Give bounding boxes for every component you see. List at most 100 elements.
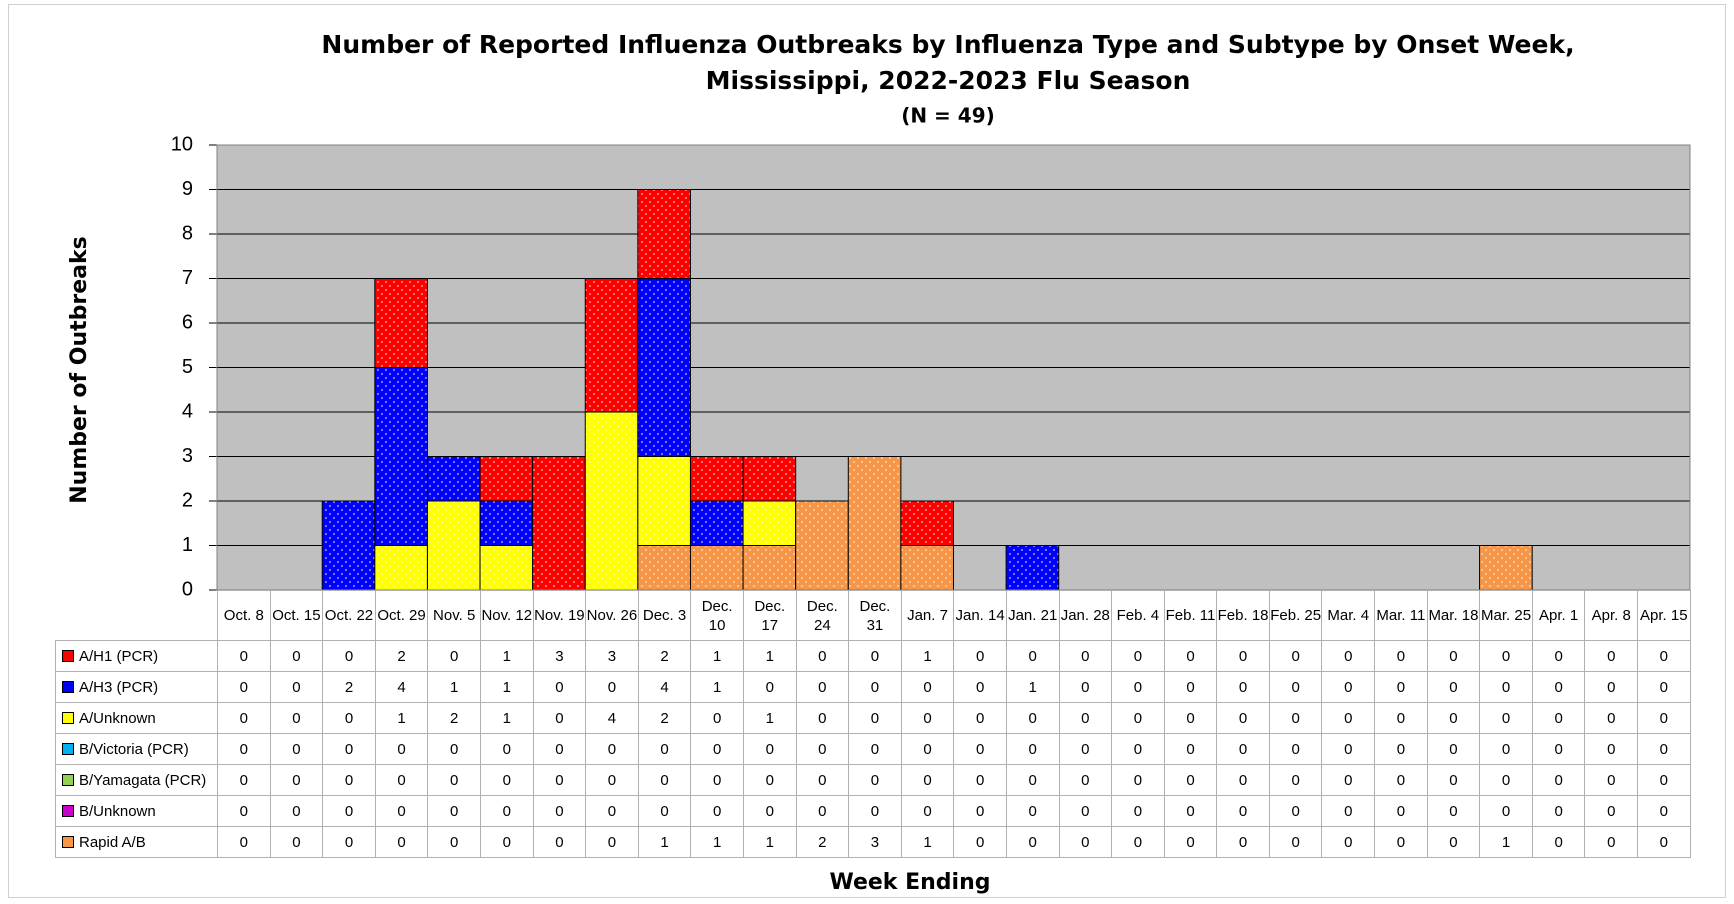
series-row: B/Victoria (PCR) 0 0 0 0 0 0 0 0 0 0 0 0 0 0 0 0 0 0 0 0 0 0 0 0… xyxy=(55,733,1691,765)
corner xyxy=(56,591,218,641)
table-value: 1 xyxy=(690,671,744,703)
table-value: 0 xyxy=(1268,702,1323,734)
table-value: 0 xyxy=(1584,733,1639,765)
table-value: 0 xyxy=(269,795,324,827)
x-tick-label: Dec. 10 xyxy=(690,590,744,641)
table-value: 1 xyxy=(900,826,955,858)
table-value: 0 xyxy=(1531,733,1586,765)
bar-segment xyxy=(795,500,849,591)
table-value: 0 xyxy=(1058,795,1113,827)
table-value: 4 xyxy=(374,671,429,703)
table-value: 0 xyxy=(427,795,481,827)
table-value: 0 xyxy=(1584,795,1639,827)
y-tick-label: 6 xyxy=(182,311,193,333)
table-value: 0 xyxy=(1637,640,1691,672)
x-tick-label: Oct. 29 xyxy=(374,590,429,641)
table-value: 0 xyxy=(1374,826,1428,858)
table-value: 0 xyxy=(900,702,955,734)
table-value: 0 xyxy=(848,671,902,703)
x-tick-label: Dec. 24 xyxy=(795,590,850,641)
series-row: B/Unknown 0 0 0 0 0 0 0 0 0 0 0 0 0 0 0 0 0 0 0 0 0 0 0 0 0 0 0 0 xyxy=(55,795,1691,827)
table-value: 0 xyxy=(1637,671,1691,703)
legend-label: B/Unknown xyxy=(79,802,156,820)
table-value: 1 xyxy=(427,671,481,703)
table-value: 0 xyxy=(1216,795,1270,827)
table-value: 3 xyxy=(532,640,587,672)
chart-title: Number of Reported Influenza Outbreaks b… xyxy=(321,30,1574,59)
y-tick-label: 4 xyxy=(182,400,193,422)
table-value: 0 xyxy=(374,733,429,765)
table-value: 0 xyxy=(1163,733,1218,765)
table-value: 0 xyxy=(953,764,1007,796)
table-value: 2 xyxy=(795,826,850,858)
bar-segment xyxy=(374,278,428,368)
x-tick-label: Dec. 3 xyxy=(637,590,692,641)
table-value: 0 xyxy=(532,826,587,858)
table-value: 0 xyxy=(1426,795,1481,827)
table-value: 0 xyxy=(1321,702,1376,734)
table-value: 0 xyxy=(479,795,534,827)
table-value: 1 xyxy=(690,826,744,858)
bar-segment xyxy=(321,500,376,591)
table-value: 0 xyxy=(585,733,639,765)
table-value: 0 xyxy=(1216,733,1270,765)
table-value: 0 xyxy=(795,702,850,734)
data-table: Oct. 8 Oct. 15 Oct. 22 Oct. 29 Nov. 5 Nov. 12… xyxy=(55,590,1691,858)
table-value: 0 xyxy=(1374,702,1428,734)
table-value: 0 xyxy=(1268,640,1323,672)
legend-swatch xyxy=(62,680,74,693)
x-tick-label: Oct. 22 xyxy=(322,590,376,641)
table-value: 0 xyxy=(1426,764,1481,796)
table-value: 0 xyxy=(1584,764,1639,796)
table-value: 0 xyxy=(795,764,850,796)
legend-swatch xyxy=(62,804,74,817)
table-value: 1 xyxy=(479,671,534,703)
x-tick-label: Dec. 31 xyxy=(848,590,902,641)
table-value: 0 xyxy=(1216,764,1270,796)
x-tick-label: Apr. 8 xyxy=(1584,590,1639,641)
y-tick-label: 3 xyxy=(182,445,193,467)
table-value: 0 xyxy=(427,733,481,765)
legend-label: B/Yamagata (PCR) xyxy=(79,771,207,789)
table-value: 0 xyxy=(1111,764,1165,796)
table-value: 0 xyxy=(532,733,587,765)
table-value: 0 xyxy=(1321,764,1376,796)
table-value: 0 xyxy=(322,733,376,765)
table-value: 0 xyxy=(1005,702,1060,734)
y-axis-label: Number of Outbreaks xyxy=(67,236,92,504)
series-row: Rapid A/B 0 0 0 0 0 0 0 0 1 1 1 2 3 1 0 0 0 0 0 0 0 0 0 0 1 0 0 0 xyxy=(55,826,1691,858)
frame xyxy=(8,4,1726,898)
table-value: 0 xyxy=(1637,764,1691,796)
table-value: 0 xyxy=(1479,795,1533,827)
legend-entry: A/Unknown xyxy=(55,702,218,734)
table-value: 0 xyxy=(1111,733,1165,765)
table-value: 0 xyxy=(1005,764,1060,796)
table-value: 0 xyxy=(1321,795,1376,827)
x-tick-label: Oct. 8 xyxy=(217,590,271,641)
bar-segment xyxy=(637,456,691,546)
table-value: 0 xyxy=(690,702,744,734)
x-tick-label: Mar. 11 xyxy=(1374,590,1428,641)
x-axis-label: Week Ending xyxy=(829,870,990,895)
legend-swatch xyxy=(62,711,74,724)
table-value: 0 xyxy=(900,795,955,827)
table-value: 1 xyxy=(1479,826,1533,858)
table-value: 0 xyxy=(953,671,1007,703)
x-tick-label: Nov. 12 xyxy=(479,590,534,641)
table-value: 0 xyxy=(795,733,850,765)
table-value: 0 xyxy=(374,795,429,827)
table-value: 0 xyxy=(217,733,271,765)
table-value: 0 xyxy=(1426,826,1481,858)
table-value: 0 xyxy=(1216,702,1270,734)
table-value: 0 xyxy=(322,826,376,858)
table-value: 0 xyxy=(953,826,1007,858)
table-value: 2 xyxy=(637,640,692,672)
table-value: 0 xyxy=(1058,671,1113,703)
table-value: 4 xyxy=(637,671,692,703)
table-value: 0 xyxy=(269,671,324,703)
table-value: 0 xyxy=(637,733,692,765)
table-value: 0 xyxy=(900,733,955,765)
table-value: 0 xyxy=(1584,826,1639,858)
table-value: 0 xyxy=(1163,702,1218,734)
series-row: A/H1 (PCR) 0 0 0 2 0 1 3 3 2 1 1 0 0 1 0 0 0 0 0 0 0 0 0 0 0 0 0 0 xyxy=(55,640,1691,672)
